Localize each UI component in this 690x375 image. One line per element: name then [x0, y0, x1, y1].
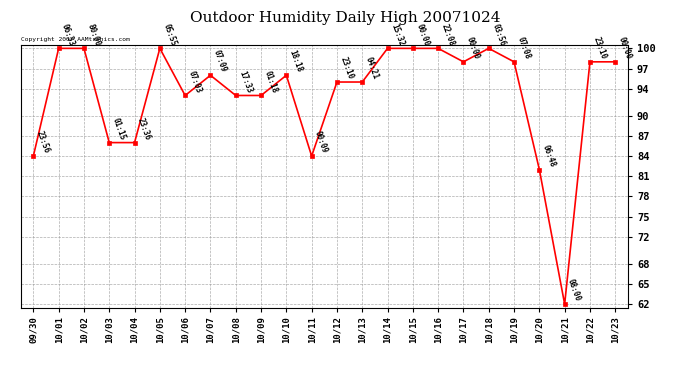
- Text: 18:18: 18:18: [288, 49, 304, 74]
- Text: 00:09: 00:09: [313, 130, 329, 154]
- Text: 23:10: 23:10: [591, 36, 608, 60]
- Text: 22:08: 22:08: [440, 22, 456, 47]
- Text: 06:33: 06:33: [60, 22, 77, 47]
- Text: 80:00: 80:00: [86, 22, 101, 47]
- Text: Copyright 2007 AAMtronics.com: Copyright 2007 AAMtronics.com: [21, 38, 130, 42]
- Text: 00:00: 00:00: [465, 36, 481, 60]
- Text: 01:18: 01:18: [262, 69, 279, 94]
- Text: 07:08: 07:08: [515, 36, 532, 60]
- Text: 23:10: 23:10: [338, 56, 355, 81]
- Text: 23:36: 23:36: [136, 116, 152, 141]
- Text: 05:55: 05:55: [161, 22, 177, 47]
- Text: 07:09: 07:09: [212, 49, 228, 74]
- Text: 23:56: 23:56: [34, 130, 51, 154]
- Text: 08:00: 08:00: [566, 278, 582, 303]
- Text: Outdoor Humidity Daily High 20071024: Outdoor Humidity Daily High 20071024: [190, 11, 500, 25]
- Text: 01:15: 01:15: [110, 116, 127, 141]
- Text: 04:21: 04:21: [364, 56, 380, 81]
- Text: 17:33: 17:33: [237, 69, 253, 94]
- Text: 15:32: 15:32: [389, 22, 405, 47]
- Text: 06:48: 06:48: [541, 143, 557, 168]
- Text: 00:00: 00:00: [414, 22, 431, 47]
- Text: 00:00: 00:00: [617, 36, 633, 60]
- Text: 07:03: 07:03: [186, 69, 203, 94]
- Text: 03:56: 03:56: [490, 22, 506, 47]
